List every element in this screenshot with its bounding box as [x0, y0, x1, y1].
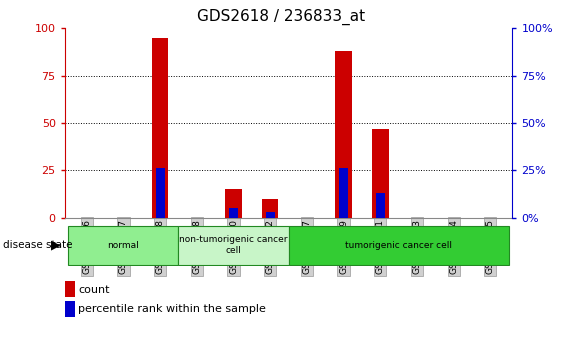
Bar	[339, 169, 348, 218]
Bar	[372, 129, 388, 218]
Text: tumorigenic cancer cell: tumorigenic cancer cell	[345, 241, 452, 250]
Text: non-tumorigenic cancer
cell: non-tumorigenic cancer cell	[179, 235, 288, 255]
FancyBboxPatch shape	[178, 225, 289, 265]
FancyBboxPatch shape	[69, 225, 178, 265]
Text: disease state: disease state	[3, 240, 72, 250]
Bar	[155, 169, 165, 218]
FancyBboxPatch shape	[289, 225, 508, 265]
Text: normal: normal	[108, 241, 139, 250]
Bar	[336, 51, 352, 218]
Text: ▶: ▶	[51, 239, 61, 252]
Bar	[229, 208, 238, 218]
Bar	[266, 212, 275, 218]
Bar	[152, 38, 168, 218]
Bar	[262, 199, 279, 218]
Bar	[376, 193, 385, 218]
Text: count: count	[78, 285, 110, 295]
Text: GDS2618 / 236833_at: GDS2618 / 236833_at	[198, 9, 365, 25]
Text: percentile rank within the sample: percentile rank within the sample	[78, 304, 266, 314]
Bar	[225, 189, 242, 218]
